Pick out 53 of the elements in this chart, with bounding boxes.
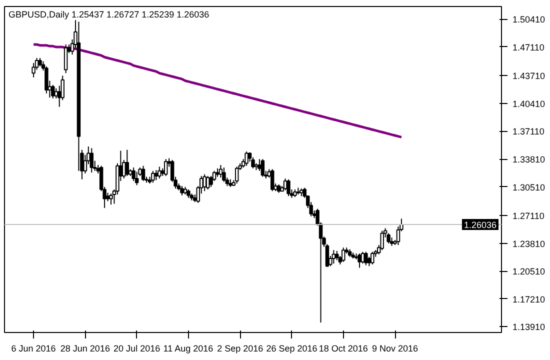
candlestick <box>51 84 55 99</box>
y-tick-label: 1.23810 <box>512 238 546 249</box>
candlestick <box>335 250 339 261</box>
y-tick-label: 1.27110 <box>512 210 544 221</box>
y-tick-label: 1.30510 <box>512 182 546 192</box>
candlestick <box>341 247 346 262</box>
x-tick-label: 6 Jun 2016 <box>11 344 56 354</box>
candlestick <box>286 178 290 197</box>
candlestick <box>234 166 239 184</box>
candlestick <box>151 170 155 184</box>
candlestick <box>251 156 255 169</box>
candlestick <box>209 175 213 188</box>
x-tick-label: 28 Jun 2016 <box>60 344 110 354</box>
candlestick <box>370 251 374 265</box>
candlestick <box>358 252 362 268</box>
y-tick-label: 1.20510 <box>512 266 546 277</box>
candlestick <box>141 165 146 182</box>
candlestick <box>364 251 368 266</box>
candlestick <box>202 174 206 192</box>
line-series <box>32 43 403 138</box>
y-tick-label: 1.37110 <box>512 126 544 137</box>
candlestick <box>125 149 130 176</box>
x-tick-label: 11 Aug 2016 <box>163 344 214 354</box>
y-tick-label: 1.47110 <box>512 42 544 52</box>
y-tick-label: 1.43710 <box>512 71 546 82</box>
candlestick <box>260 158 265 178</box>
x-tick-label: 2 Sep 2016 <box>217 344 264 354</box>
y-tick-label: 1.50410 <box>512 14 546 25</box>
candlestick <box>258 158 262 172</box>
candlestick <box>132 167 136 182</box>
candlestick <box>134 171 139 186</box>
candlestick <box>244 151 248 166</box>
x-tick-label: 9 Nov 2016 <box>372 344 418 354</box>
candlestick <box>222 167 226 182</box>
candlestick <box>164 158 168 176</box>
ref-line-label: 1.26036 <box>464 220 497 230</box>
candlestick <box>380 230 384 251</box>
x-tick-label: 26 Sep 2016 <box>266 344 318 354</box>
y-tick-label: 1.13910 <box>512 322 546 332</box>
candlestick <box>158 166 162 179</box>
y-tick-label: 1.40410 <box>512 98 546 109</box>
x-tick-label: 20 Jul 2016 <box>114 344 160 354</box>
candlestick <box>90 148 94 174</box>
candlestick <box>64 44 68 74</box>
candlestick <box>44 66 48 94</box>
chart-title: GBPUSD,Daily 1.25437 1.26727 1.25239 1.26036 <box>8 10 210 20</box>
y-tick-label: 1.17210 <box>512 294 546 304</box>
candlestick <box>270 168 274 192</box>
x-tick-label: 18 Oct 2016 <box>318 344 368 354</box>
candlestick <box>218 164 223 178</box>
candlestick <box>180 186 184 196</box>
y-tick-label: 1.33810 <box>512 154 546 165</box>
candlestick <box>109 193 113 206</box>
